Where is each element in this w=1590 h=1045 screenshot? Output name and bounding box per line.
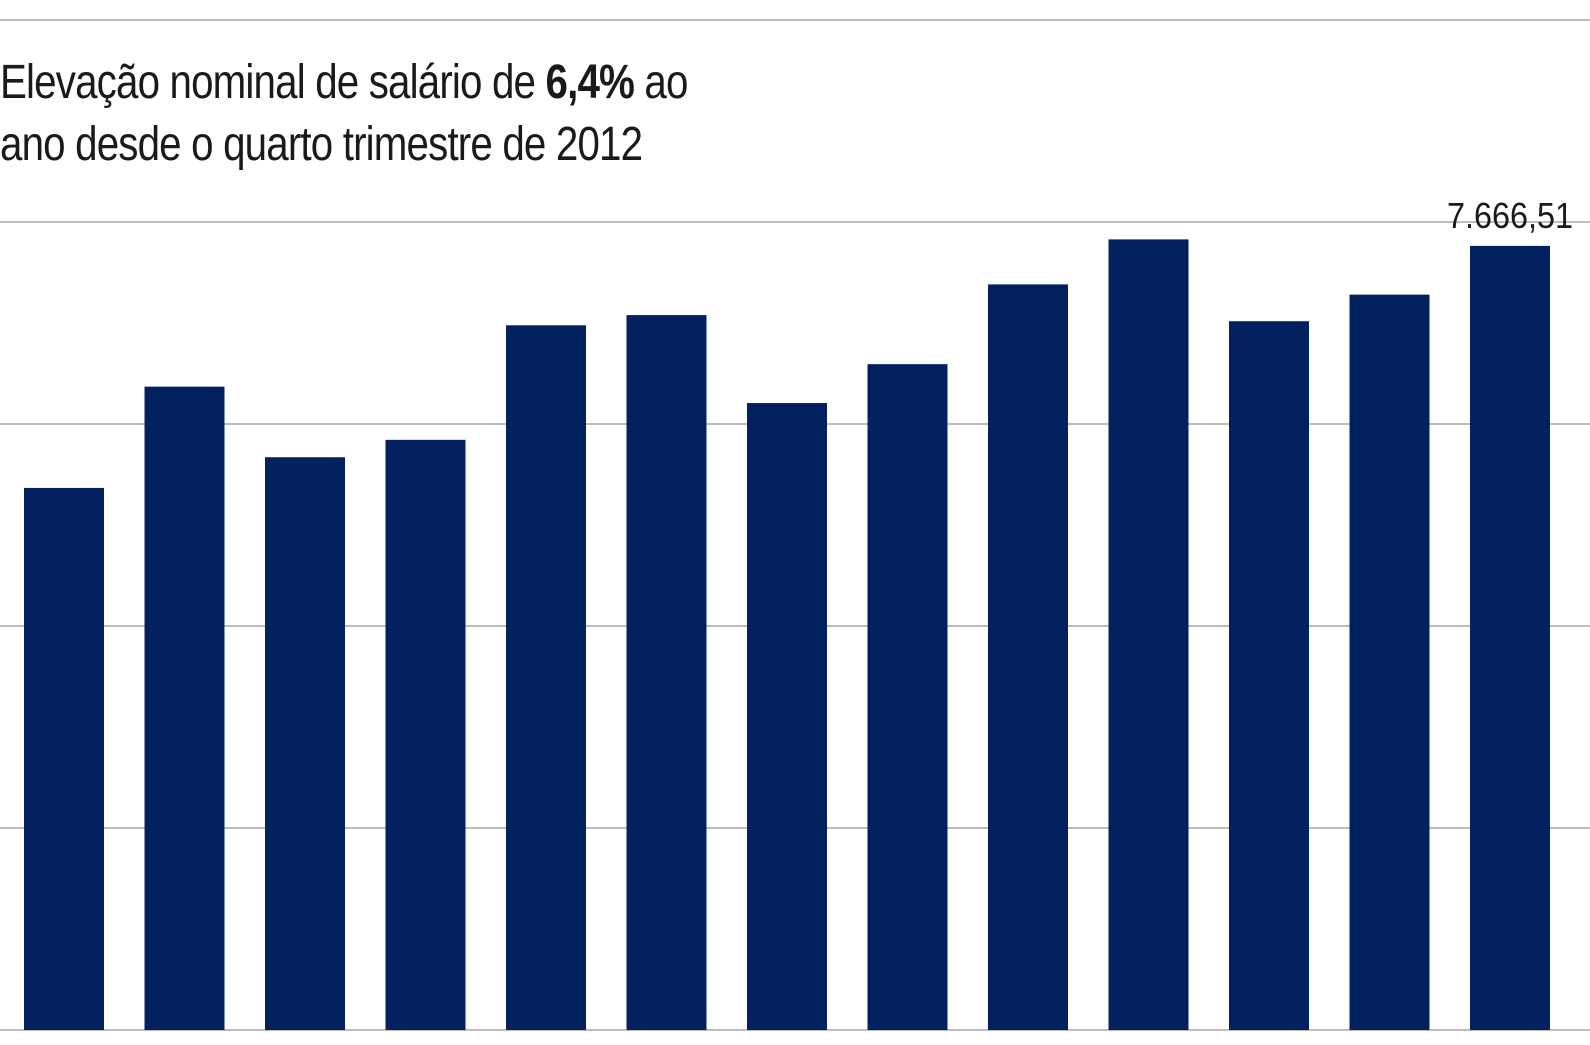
bar bbox=[24, 487, 104, 1030]
title-suffix: ao bbox=[634, 56, 688, 109]
bar bbox=[144, 386, 225, 1031]
bar bbox=[385, 439, 466, 1030]
bar bbox=[988, 284, 1068, 1030]
data-labels: 7.666,51 bbox=[1447, 195, 1573, 236]
bar bbox=[1470, 245, 1550, 1031]
bar bbox=[867, 364, 948, 1030]
bar bbox=[626, 315, 707, 1030]
chart-title-line-2: ano desde o quarto trimestre de 2012 bbox=[0, 118, 643, 171]
bar bbox=[1229, 321, 1309, 1031]
data-label: 7.666,51 bbox=[1447, 195, 1573, 236]
title-prefix: Elevação nominal de salário de bbox=[0, 56, 546, 109]
bar bbox=[1349, 294, 1430, 1031]
bar bbox=[1108, 239, 1189, 1031]
top-divider bbox=[0, 19, 1590, 21]
title-highlight: 6,4% bbox=[545, 56, 635, 109]
chart-title-line-1: Elevação nominal de salário de 6,4% ao bbox=[0, 52, 688, 114]
bars bbox=[24, 239, 1550, 1031]
bar bbox=[265, 457, 345, 1031]
chart-title: Elevação nominal de salário de 6,4% ao a… bbox=[0, 52, 688, 176]
bar bbox=[506, 325, 586, 1030]
bar bbox=[747, 403, 827, 1030]
